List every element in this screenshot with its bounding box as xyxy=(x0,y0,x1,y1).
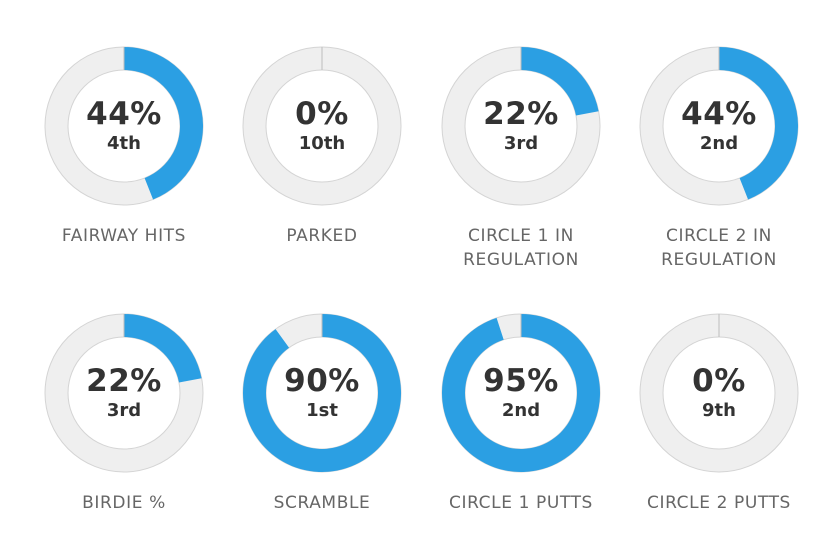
donut-center: 44% 4th xyxy=(44,46,204,206)
stat-label: CIRCLE 1 IN REGULATION xyxy=(463,226,579,270)
donut-center: 95% 2nd xyxy=(441,313,601,473)
stat-value: 0% xyxy=(295,96,349,132)
donut-arc-fairway-hits xyxy=(124,47,204,200)
donut-chart-birdie xyxy=(44,313,204,473)
stat-card-scramble: 90% 1st SCRAMBLE xyxy=(222,313,422,553)
stat-rank: 2nd xyxy=(699,133,739,154)
stat-value: 44% xyxy=(681,96,757,132)
donut-center: 22% 3rd xyxy=(44,313,204,473)
donut-chart-circle-2-putts xyxy=(639,313,799,473)
stat-card-circle-1-putts: 95% 2nd CIRCLE 1 PUTTS xyxy=(421,313,621,553)
stat-rank: 1st xyxy=(306,400,338,421)
donut-center: 22% 3rd xyxy=(441,46,601,206)
stat-label: BIRDIE % xyxy=(82,493,166,513)
stat-value: 22% xyxy=(483,96,559,132)
stat-label: CIRCLE 2 PUTTS xyxy=(647,493,791,513)
stat-card-circle-2-in-regulation: 44% 2nd CIRCLE 2 IN REGULATION xyxy=(619,46,819,286)
stat-card-fairway-hits: 44% 4th FAIRWAY HITS xyxy=(24,46,224,286)
stat-label: FAIRWAY HITS xyxy=(61,226,187,246)
donut-chart-parked xyxy=(242,46,402,206)
stat-card-birdie: 22% 3rd BIRDIE % xyxy=(24,313,224,553)
stat-label: CIRCLE 2 IN REGULATION xyxy=(661,226,777,270)
donut-arc-circle-2-in-regulation xyxy=(719,47,798,200)
donut-center: 0% 9th xyxy=(639,313,799,473)
stat-label: CIRCLE 1 PUTTS xyxy=(449,493,593,513)
donut-arc-circle-1-in-regulation xyxy=(521,47,599,116)
donut-center: 44% 2nd xyxy=(639,46,799,206)
donut-arc-birdie xyxy=(124,314,202,383)
stat-value: 0% xyxy=(692,363,746,399)
stat-rank: 4th xyxy=(107,133,141,154)
stat-label: PARKED xyxy=(286,226,358,246)
donut-chart-scramble xyxy=(242,313,402,473)
stat-card-circle-1-in-regulation: 22% 3rd CIRCLE 1 IN REGULATION xyxy=(421,46,621,286)
stat-label: SCRAMBLE xyxy=(273,493,371,513)
stat-value: 90% xyxy=(284,363,360,399)
stat-card-circle-2-putts: 0% 9th CIRCLE 2 PUTTS xyxy=(619,313,819,553)
stat-rank: 2nd xyxy=(501,400,541,421)
stat-value: 22% xyxy=(86,363,162,399)
donut-chart-circle-2-in-regulation xyxy=(639,46,799,206)
donut-chart-circle-1-putts xyxy=(441,313,601,473)
stat-rank: 3rd xyxy=(503,133,539,154)
donut-center: 90% 1st xyxy=(242,313,402,473)
stat-card-parked: 0% 10th PARKED xyxy=(222,46,422,286)
stat-value: 44% xyxy=(86,96,162,132)
donut-center: 0% 10th xyxy=(242,46,402,206)
stat-rank: 9th xyxy=(702,400,736,421)
donut-chart-circle-1-in-regulation xyxy=(441,46,601,206)
donut-chart-fairway-hits xyxy=(44,46,204,206)
stat-rank: 3rd xyxy=(106,400,142,421)
stat-rank: 10th xyxy=(298,133,346,154)
stat-value: 95% xyxy=(483,363,559,399)
